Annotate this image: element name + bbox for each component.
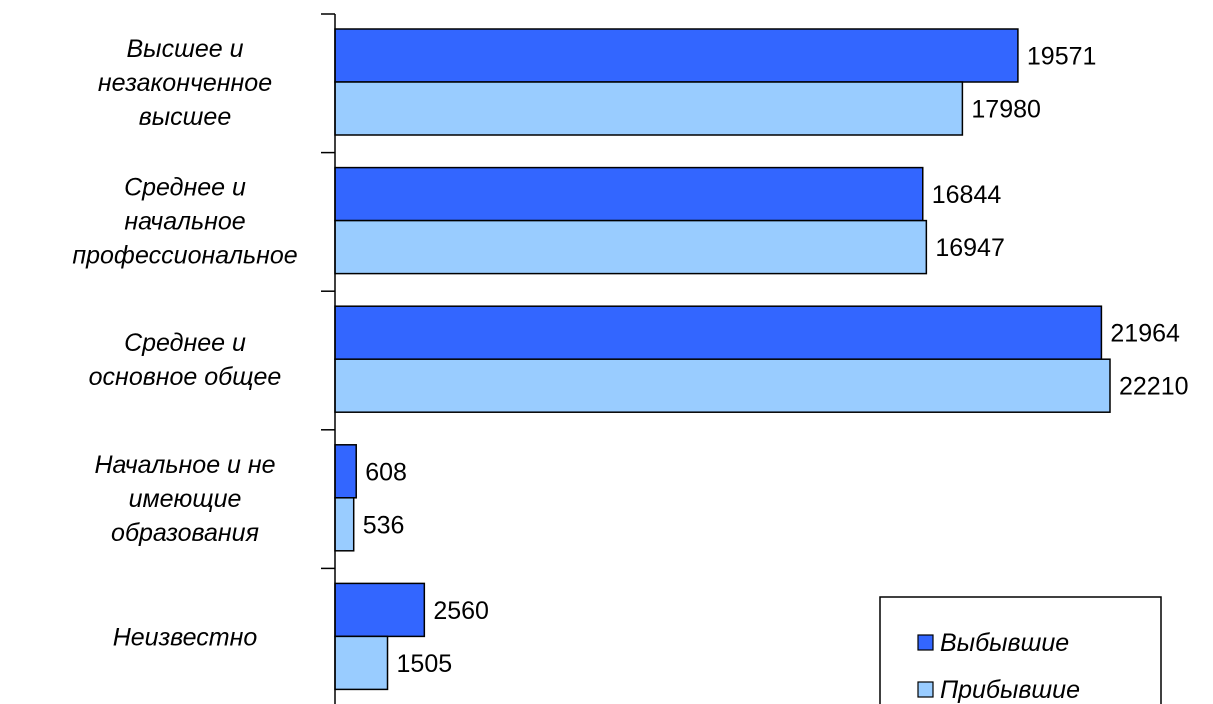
bar-series2-cat4 [334,497,355,552]
bar-series2-cat1 [334,81,964,136]
bar-series1-cat3 [334,305,1103,360]
legend-label: Прибывшие [940,676,1080,704]
legend: Выбывшие Прибывшие [879,596,1162,704]
value-label: 608 [365,458,407,486]
category-axis [321,13,336,704]
value-label: 21964 [1110,320,1180,348]
bar-series2-cat5 [334,635,389,691]
value-label: 16947 [935,234,1005,262]
bar-series1-cat4 [334,444,357,499]
category-label-line: высшее [139,103,232,131]
category-label: Начальное и не имеющие образования [94,451,275,547]
category-label-line: имеющие [129,485,242,513]
category-label-line: Неизвестно [113,623,258,651]
category-label-line: профессиональное [72,242,297,270]
category-label-line: Начальное и не [94,451,275,479]
category-label: Среднее и основное общее [89,329,282,391]
legend-swatch [917,681,934,698]
legend-swatch [917,634,934,651]
legend-label: Выбывшие [940,629,1069,657]
category-label-line: образования [111,519,259,547]
bar-series1-cat2 [334,166,924,222]
category-labels: Высшее и незаконченное высшее Среднее и нача… [72,35,297,651]
bar-series2-cat3 [334,358,1111,413]
category-label: Высшее и незаконченное высшее [98,35,272,131]
bar-series1-cat1 [334,28,1019,83]
category-label-line: Среднее и [124,329,246,357]
value-label: 16844 [932,181,1002,209]
value-label: 19571 [1027,43,1097,71]
category-label-line: незаконченное [98,69,272,97]
category-label: Среднее и начальное профессиональное [72,174,297,270]
value-label: 22210 [1119,373,1189,401]
value-label: 17980 [971,96,1041,124]
bar-series1-cat5 [334,582,426,638]
bars-layer [334,28,1111,691]
category-label: Неизвестно [113,623,258,651]
value-label: 1505 [397,650,453,678]
value-label: 536 [363,511,405,539]
category-label-line: основное общее [89,363,282,391]
category-label-line: Высшее и [127,35,244,63]
category-label-line: начальное [124,208,245,236]
value-label: 2560 [433,597,489,625]
category-label-line: Среднее и [124,174,246,202]
bar-series2-cat2 [334,219,928,275]
value-labels: 19571 16844 21964 608 2560 17980 16947 22210 536… [363,43,1189,678]
